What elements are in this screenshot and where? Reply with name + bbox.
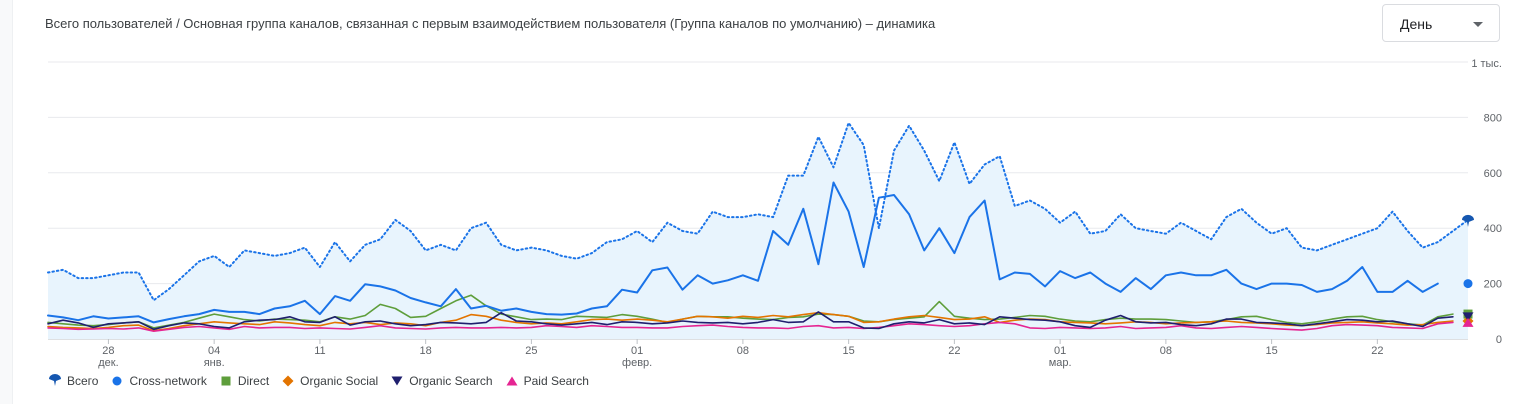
legend-item-paid-search[interactable]: Paid Search [505,374,589,388]
legend-label: Direct [237,374,270,388]
series-end-marker [1463,279,1473,289]
series-end-marker [282,375,294,387]
x-tick-label: 01 [631,345,643,357]
triangle-up-icon [506,376,518,386]
legend-item-organic-search[interactable]: Organic Search [390,374,493,388]
y-tick-label: 1 тыс. [1471,58,1502,70]
legend-label: Cross-network [129,374,207,388]
x-tick-label: 04 [208,345,220,357]
x-tick-month: мар. [1049,357,1072,369]
series-end-marker [221,376,231,386]
period-dropdown-value: День [1400,16,1433,32]
legend-label: Paid Search [523,374,589,388]
x-tick-label: 22 [948,345,960,357]
x-tick-label: 22 [1371,345,1383,357]
series-line-organic-search [47,311,1454,331]
legend-label: Всего [67,374,99,388]
chart-legend: Всего Cross-network Direct Organic Social Or… [48,374,601,388]
chart-title: Всего пользователей / Основная группа ка… [45,16,936,31]
x-tick-month: дек. [98,357,118,369]
y-tick-label: 800 [1484,112,1502,124]
circle-icon [112,376,122,386]
series-end-marker [391,376,403,386]
series-end-marker [1462,317,1474,327]
triangle-down-icon [391,376,403,386]
legend-item-cross-network[interactable]: Cross-network [110,374,207,388]
series-end-marker [49,374,61,386]
x-tick-label: 11 [314,345,325,357]
legend-item-direct[interactable]: Direct [219,374,269,388]
series-end-marker [112,376,122,386]
x-tick-label: 25 [525,345,537,357]
x-tick-label: 28 [102,345,114,357]
series-line-paid-search [47,321,1454,332]
square-icon [221,376,231,386]
series-line-total [47,121,1469,302]
x-tick-label: 15 [843,345,855,357]
y-tick-label: 0 [1496,334,1502,346]
x-tick-label: 08 [1160,345,1172,357]
y-tick-label: 600 [1484,168,1502,180]
legend-label: Organic Social [300,374,379,388]
diamond-icon [282,375,294,387]
x-tick-label: 15 [1265,345,1277,357]
x-tick-label: 18 [420,345,432,357]
pin-icon [49,374,61,386]
x-tick-month: янв. [204,357,225,369]
left-panel-edge [0,0,13,404]
legend-label: Organic Search [409,374,493,388]
chevron-down-icon [1473,22,1483,27]
series-end-marker [1462,312,1474,322]
legend-item-total[interactable]: Всего [48,374,98,388]
total-area-fill [48,122,1468,340]
y-tick-label: 200 [1484,279,1502,291]
x-tick-label: 08 [737,345,749,357]
series-line-cross-network [47,181,1439,324]
x-tick-month: февр. [622,357,652,369]
series-end-marker [506,376,518,386]
x-tick-label: 01 [1054,345,1066,357]
y-tick-label: 400 [1484,223,1502,235]
period-dropdown[interactable]: День [1382,4,1500,42]
series-end-marker [1462,214,1474,227]
legend-item-organic-social[interactable]: Organic Social [281,374,378,388]
